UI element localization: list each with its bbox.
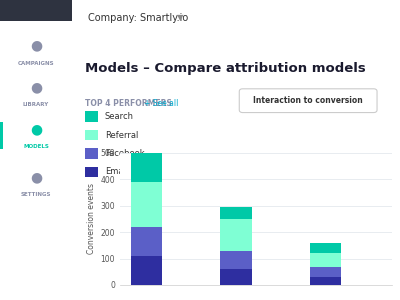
Bar bbox=[310, 266, 341, 277]
Bar bbox=[220, 207, 252, 219]
Bar bbox=[220, 219, 252, 251]
Text: + See all: + See all bbox=[144, 99, 178, 108]
Text: Referral: Referral bbox=[105, 130, 138, 140]
Bar bbox=[131, 256, 162, 285]
Text: ■: ■ bbox=[50, 5, 61, 16]
Text: Company: Smartly.io: Company: Smartly.io bbox=[88, 13, 189, 23]
Text: ●: ● bbox=[30, 170, 42, 184]
Text: SETTINGS: SETTINGS bbox=[21, 193, 51, 197]
Text: CAMPAIGNS: CAMPAIGNS bbox=[18, 61, 54, 65]
Y-axis label: Conversion events: Conversion events bbox=[87, 184, 96, 254]
Bar bbox=[85, 130, 98, 140]
Text: Models – Compare attribution models: Models – Compare attribution models bbox=[85, 62, 366, 75]
Bar bbox=[0, 122, 3, 148]
Bar bbox=[131, 182, 162, 227]
Bar bbox=[85, 167, 98, 177]
Bar bbox=[220, 251, 252, 269]
Text: Email: Email bbox=[105, 167, 128, 176]
FancyBboxPatch shape bbox=[239, 89, 377, 112]
Bar bbox=[310, 277, 341, 285]
Bar bbox=[310, 253, 341, 266]
Text: Search: Search bbox=[105, 112, 134, 121]
Bar bbox=[131, 153, 162, 182]
Text: MODELS: MODELS bbox=[23, 145, 49, 149]
Bar bbox=[220, 269, 252, 285]
Text: ●: ● bbox=[30, 122, 42, 136]
Text: ●: ● bbox=[30, 38, 42, 52]
Bar bbox=[131, 227, 162, 256]
Text: Facebook: Facebook bbox=[105, 149, 144, 158]
Text: Interaction to conversion: Interaction to conversion bbox=[253, 96, 363, 105]
Text: ■: ■ bbox=[32, 5, 43, 16]
Bar bbox=[85, 148, 98, 159]
Text: ●: ● bbox=[30, 80, 42, 94]
Bar bbox=[85, 111, 98, 122]
Bar bbox=[310, 243, 341, 253]
Text: TOP 4 PERFORMERS: TOP 4 PERFORMERS bbox=[85, 99, 172, 108]
Bar bbox=[0, 0, 72, 21]
Text: ▼: ▼ bbox=[177, 14, 184, 22]
Text: LIBRARY: LIBRARY bbox=[23, 103, 49, 107]
Text: ■: ■ bbox=[14, 5, 25, 16]
